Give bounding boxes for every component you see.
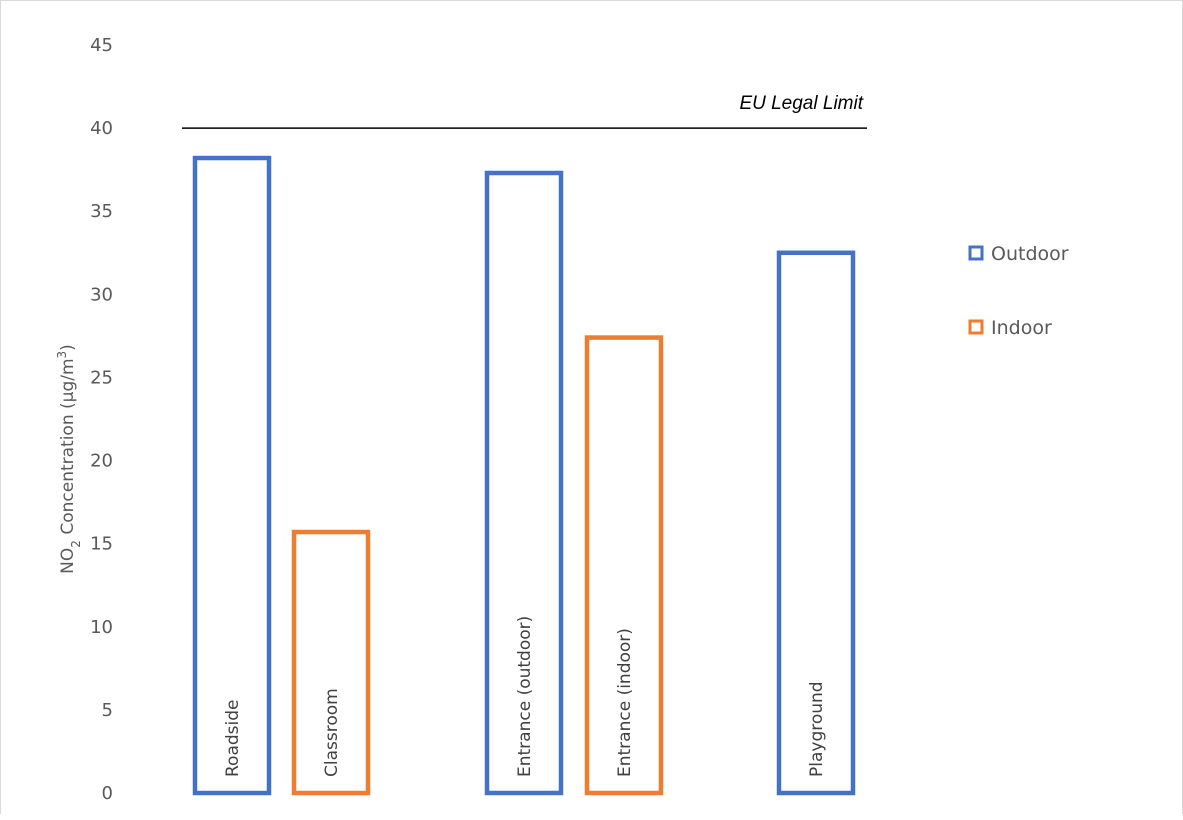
bar-category-label: Classroom xyxy=(322,688,342,777)
bar-category-label: Playground xyxy=(807,681,827,777)
y-tick-label: 25 xyxy=(90,367,113,388)
y-axis-label: NO2 Concentration (µg/m3) xyxy=(55,344,83,574)
y-tick-label: 5 xyxy=(102,700,113,721)
bars xyxy=(192,155,856,796)
legend-label-indoor: Indoor xyxy=(991,317,1052,339)
bar-category-label: Entrance (outdoor) xyxy=(515,616,535,777)
legend-swatch-outdoor xyxy=(968,245,984,261)
y-axis-ticks: 0 5 10 15 20 25 30 35 40 45 xyxy=(90,35,113,804)
bar-labels: Roadside Classroom Entrance (outdoor) Entra… xyxy=(223,616,827,777)
y-tick-label: 45 xyxy=(90,35,113,56)
bar-category-label: Roadside xyxy=(223,700,243,778)
bar-entrance-indoor xyxy=(584,335,664,796)
bar-roadside xyxy=(192,155,272,796)
bar-classroom xyxy=(291,529,371,796)
bar-category-label: Entrance (indoor) xyxy=(615,628,635,777)
y-tick-label: 35 xyxy=(90,201,113,222)
legend-swatch-indoor xyxy=(968,319,984,335)
bar-entrance-outdoor xyxy=(484,170,564,796)
y-tick-label: 10 xyxy=(90,617,113,638)
y-tick-label: 30 xyxy=(90,284,113,305)
bar-playground xyxy=(776,250,856,796)
y-tick-label: 15 xyxy=(90,534,113,555)
y-tick-label: 20 xyxy=(90,451,113,472)
y-tick-label: 0 xyxy=(102,783,113,804)
eu-legal-limit-label: EU Legal Limit xyxy=(739,93,863,114)
legend-label-outdoor: Outdoor xyxy=(991,243,1069,265)
legend: Outdoor Indoor xyxy=(968,243,1069,339)
y-tick-label: 40 xyxy=(90,118,113,139)
